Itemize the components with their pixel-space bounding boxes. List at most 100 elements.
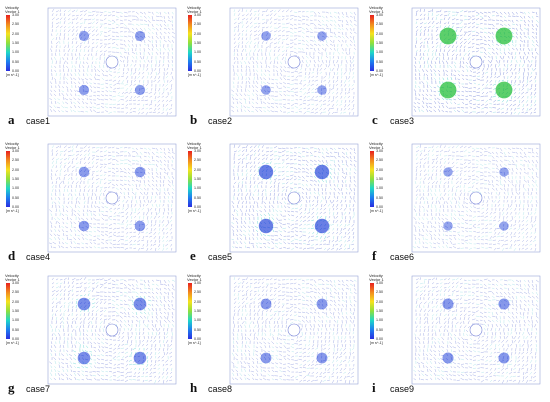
legend-tick: 3.00 [376,281,383,285]
velocity-legend: Velocity Vector 1 3.00 2.50 2.00 1.50 1.00 0.5… [5,274,45,349]
panel-case9: Velocity Vector 1 3.00 2.50 2.00 1.50 1.00 0.5… [368,272,546,398]
vector-field-plot [411,143,541,253]
legend-tick: 0.50 [194,59,201,64]
legend-tick: 0.00 [12,68,19,73]
jet-core-4 [134,220,146,232]
legend-tick: 1.00 [194,318,201,323]
legend-tick: 2.00 [12,167,19,172]
vector-field-plot [411,7,541,117]
jet-core-2 [133,297,147,311]
legend-title: Velocity Vector 1 [369,273,384,282]
legend-title: Velocity Vector 1 [5,5,20,14]
panel-letter: c [372,112,378,127]
panel-case5: Velocity Vector 1 3.00 2.50 2.00 1.50 1.00 0.5… [186,140,364,266]
central-outlet [287,323,301,337]
panel-letter: d [8,248,16,263]
velocity-legend: Velocity Vector 1 3.00 2.50 2.00 1.50 1.00 0.5… [369,142,409,217]
panel-case-label: case2 [208,116,233,126]
velocity-vectors [413,8,539,115]
legend-tick: 2.00 [376,31,383,36]
vector-field-plot [47,7,177,117]
jet-core-1 [78,30,90,42]
jet-core-1 [260,298,272,310]
legend-colorbar [6,283,10,339]
velocity-vectors [230,8,357,116]
jet-core-4 [317,85,327,95]
legend-colorbar [370,151,374,207]
jet-core-1 [442,298,454,310]
jet-core-4 [314,218,330,234]
panel-letter: f [372,248,377,263]
jet-core-2 [314,164,330,180]
velocity-legend: Velocity Vector 1 3.00 2.50 2.00 1.50 1.00 0.5… [5,6,45,81]
jet-core-1 [258,164,274,180]
legend-tick: 2.50 [376,290,383,295]
legend-tick: 1.00 [376,186,383,191]
jet-core-4 [495,81,513,99]
legend-tick: 3.00 [12,281,19,285]
central-outlet [105,323,119,337]
jet-core-1 [443,167,453,177]
legend-tick: 0.50 [194,327,201,332]
legend-title: Velocity Vector 1 [187,273,202,282]
legend-tick: 0.50 [12,59,19,64]
vector-field-plot [229,275,359,385]
legend-title: Velocity Vector 1 [5,141,20,150]
legend-unit: [m s^-1] [6,73,19,77]
domain-boundary [47,275,177,385]
legend-tick: 2.50 [194,290,201,295]
panel-case3: Velocity Vector 1 3.00 2.50 2.00 1.50 1.00 0.5… [368,4,546,130]
jet-core-3 [78,84,90,96]
legend-tick: 3.00 [194,281,201,285]
velocity-legend: Velocity Vector 1 3.00 2.50 2.00 1.50 1.00 0.5… [5,142,45,217]
legend-unit: [m s^-1] [188,73,201,77]
legend-colorbar [188,283,192,339]
legend-tick: 1.00 [376,50,383,55]
panel-letter: h [190,380,198,395]
jet-core-1 [439,27,457,45]
vector-field-plot [229,7,359,117]
legend-tick: 2.50 [376,158,383,163]
jet-core-4 [134,84,146,96]
legend-unit: [m s^-1] [370,341,383,345]
legend-tick: 0.00 [194,204,201,209]
panel-letter: i [372,380,376,395]
legend-tick: 2.00 [194,31,201,36]
velocity-legend: Velocity Vector 1 3.00 2.50 2.00 1.50 1.00 0.5… [369,274,409,349]
legend-tick: 0.50 [12,327,19,332]
vector-field-plot [47,143,177,253]
jet-core-2 [317,31,327,41]
panel-case-label: case8 [208,384,233,394]
panel-case-label: case1 [26,116,51,126]
legend-tick: 1.50 [194,308,201,313]
domain-boundary [229,7,359,117]
legend-tick: 2.00 [12,31,19,36]
legend-tick: 3.00 [376,13,383,17]
legend-unit: [m s^-1] [370,209,383,213]
legend-colorbar [188,151,192,207]
domain-boundary [411,143,541,253]
legend-tick: 1.50 [376,176,383,181]
panel-case2: Velocity Vector 1 3.00 2.50 2.00 1.50 1.00 0.5… [186,4,364,130]
legend-tick: 2.00 [376,299,383,304]
legend-unit: [m s^-1] [188,341,201,345]
central-outlet [469,55,483,69]
legend-tick: 0.50 [376,327,383,332]
legend-colorbar [188,15,192,71]
domain-boundary [47,143,177,253]
panel-case-label: case6 [390,252,415,262]
domain-boundary [411,7,541,117]
central-outlet [469,191,483,205]
legend-tick: 2.50 [194,22,201,27]
jet-core-3 [77,351,91,365]
panel-case-label: case9 [390,384,415,394]
central-outlet [105,191,119,205]
central-outlet [469,323,483,337]
panel-case4: Velocity Vector 1 3.00 2.50 2.00 1.50 1.00 0.5… [4,140,182,266]
legend-tick: 2.00 [194,299,201,304]
legend-colorbar [6,15,10,71]
legend-unit: [m s^-1] [370,73,383,77]
jet-core-3 [442,352,454,364]
jet-core-4 [499,221,509,231]
legend-tick: 0.50 [12,195,19,200]
